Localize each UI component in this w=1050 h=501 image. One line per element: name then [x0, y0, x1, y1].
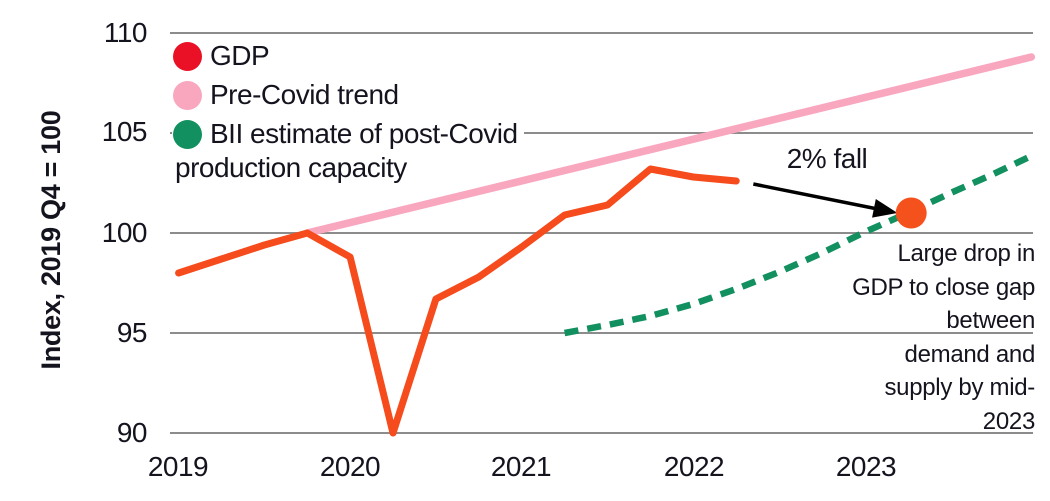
x-tick-label: 2019 [147, 451, 209, 482]
y-tick-label: 90 [116, 417, 148, 448]
fall-annotation: 2% fall [786, 143, 868, 174]
bii-estimate-swatch-icon [173, 119, 202, 149]
gdp-projection-dot [895, 197, 927, 229]
y-tick-label: 110 [103, 17, 148, 48]
fall-arrow-shaft [752, 182, 887, 213]
y-tick-label: 95 [116, 317, 148, 348]
gdp-line [175, 165, 740, 437]
bii-estimate-of-post-covid-production-capacity-line [564, 153, 1033, 337]
legend-item-bii-estimate: BII estimate of post-Covid [172, 118, 524, 150]
pre-covid-trend-line [303, 53, 1036, 237]
legend-label-bii-estimate-line1: BII estimate of post-Covid [210, 118, 518, 149]
legend-item-bii-estimate-wrap: production capacity [174, 152, 413, 184]
legend-item-gdp: GDP [172, 40, 276, 72]
drop-annotation: Large drop in GDP to close gap between d… [852, 240, 1035, 435]
pre-covid-trend-swatch-icon [173, 80, 202, 110]
legend-item-pre-covid-trend: Pre-Covid trend [172, 79, 405, 111]
fall-arrow-head-icon [872, 198, 898, 218]
x-tick-label: 2022 [663, 451, 725, 482]
legend-label-gdp: GDP [210, 40, 270, 71]
y-tick-label: 100 [101, 217, 148, 248]
legend-label-bii-estimate-line2: production capacity [175, 152, 407, 183]
x-tick-label: 2023 [835, 451, 897, 482]
x-tick-label: 2020 [319, 451, 381, 482]
x-tick-label: 2021 [490, 451, 552, 482]
gdp-swatch-icon [173, 41, 202, 71]
y-tick-label: 105 [101, 116, 148, 147]
legend-label-pre-covid-trend: Pre-Covid trend [210, 79, 399, 110]
